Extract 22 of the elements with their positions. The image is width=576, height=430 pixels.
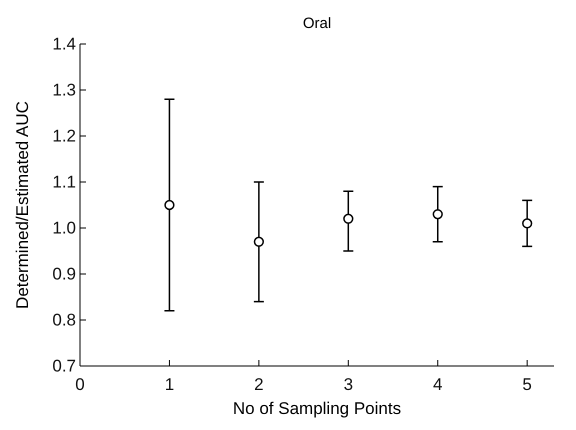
point bbox=[164, 200, 175, 210]
y-tick-label: 0.8 bbox=[52, 310, 76, 330]
x-tick-label: 1 bbox=[164, 375, 174, 394]
y-tick-label: 0.9 bbox=[52, 264, 76, 284]
point bbox=[432, 209, 443, 220]
y-tick-label: 1.3 bbox=[52, 80, 76, 100]
x-tick-label: 4 bbox=[433, 375, 442, 394]
x-axis-title: No of Sampling Points bbox=[232, 399, 402, 418]
y-tick-label: 1.2 bbox=[52, 126, 76, 146]
x-tick-label: 0 bbox=[75, 375, 85, 394]
point bbox=[343, 214, 354, 224]
x-tick-label: 3 bbox=[344, 375, 354, 394]
point bbox=[254, 236, 264, 247]
y-tick-label: 1.4 bbox=[52, 34, 76, 54]
y-tick-label: 1.0 bbox=[52, 218, 76, 238]
x-tick-label: 5 bbox=[522, 375, 532, 394]
point bbox=[522, 218, 532, 229]
y-axis-title: Determined/Estimated AUC bbox=[13, 101, 32, 309]
y-tick-label: 0.7 bbox=[52, 356, 76, 376]
y-tick-label: 1.1 bbox=[52, 172, 76, 192]
x-tick-label: 2 bbox=[254, 375, 264, 394]
chart-title: Oral bbox=[302, 15, 332, 32]
